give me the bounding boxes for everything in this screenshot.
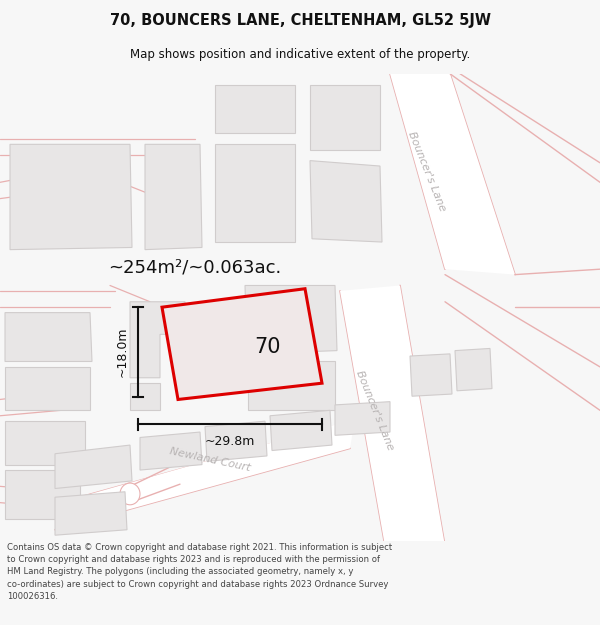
Polygon shape [5, 367, 90, 411]
Circle shape [120, 483, 140, 505]
Polygon shape [340, 286, 445, 546]
Polygon shape [55, 492, 127, 535]
Polygon shape [245, 286, 337, 354]
Polygon shape [55, 419, 355, 530]
Polygon shape [215, 144, 295, 242]
Text: ~254m²/~0.063ac.: ~254m²/~0.063ac. [109, 258, 281, 276]
Polygon shape [130, 302, 187, 378]
Text: 70: 70 [255, 338, 281, 357]
Polygon shape [5, 470, 80, 519]
Polygon shape [205, 421, 267, 461]
Polygon shape [130, 383, 160, 411]
Polygon shape [248, 361, 335, 411]
Text: 70, BOUNCERS LANE, CHELTENHAM, GL52 5JW: 70, BOUNCERS LANE, CHELTENHAM, GL52 5JW [110, 13, 491, 28]
Polygon shape [455, 349, 492, 391]
Polygon shape [162, 289, 322, 399]
Polygon shape [410, 354, 452, 396]
Text: Newland Court: Newland Court [169, 446, 251, 472]
Polygon shape [5, 312, 92, 361]
Polygon shape [145, 144, 202, 249]
Polygon shape [55, 445, 132, 489]
Polygon shape [390, 74, 515, 274]
Polygon shape [140, 432, 202, 470]
Polygon shape [270, 411, 332, 451]
Polygon shape [310, 84, 380, 150]
Polygon shape [215, 84, 295, 134]
Polygon shape [310, 161, 382, 242]
Text: Contains OS data © Crown copyright and database right 2021. This information is : Contains OS data © Crown copyright and d… [7, 543, 392, 601]
Text: Bouncer's Lane: Bouncer's Lane [406, 130, 448, 213]
Polygon shape [10, 144, 132, 249]
Polygon shape [335, 402, 390, 435]
Text: ~29.8m: ~29.8m [205, 436, 255, 448]
Text: Map shows position and indicative extent of the property.: Map shows position and indicative extent… [130, 48, 470, 61]
Text: ~18.0m: ~18.0m [115, 327, 128, 378]
Text: Bouncer's Lane: Bouncer's Lane [355, 369, 395, 452]
Polygon shape [5, 421, 85, 464]
